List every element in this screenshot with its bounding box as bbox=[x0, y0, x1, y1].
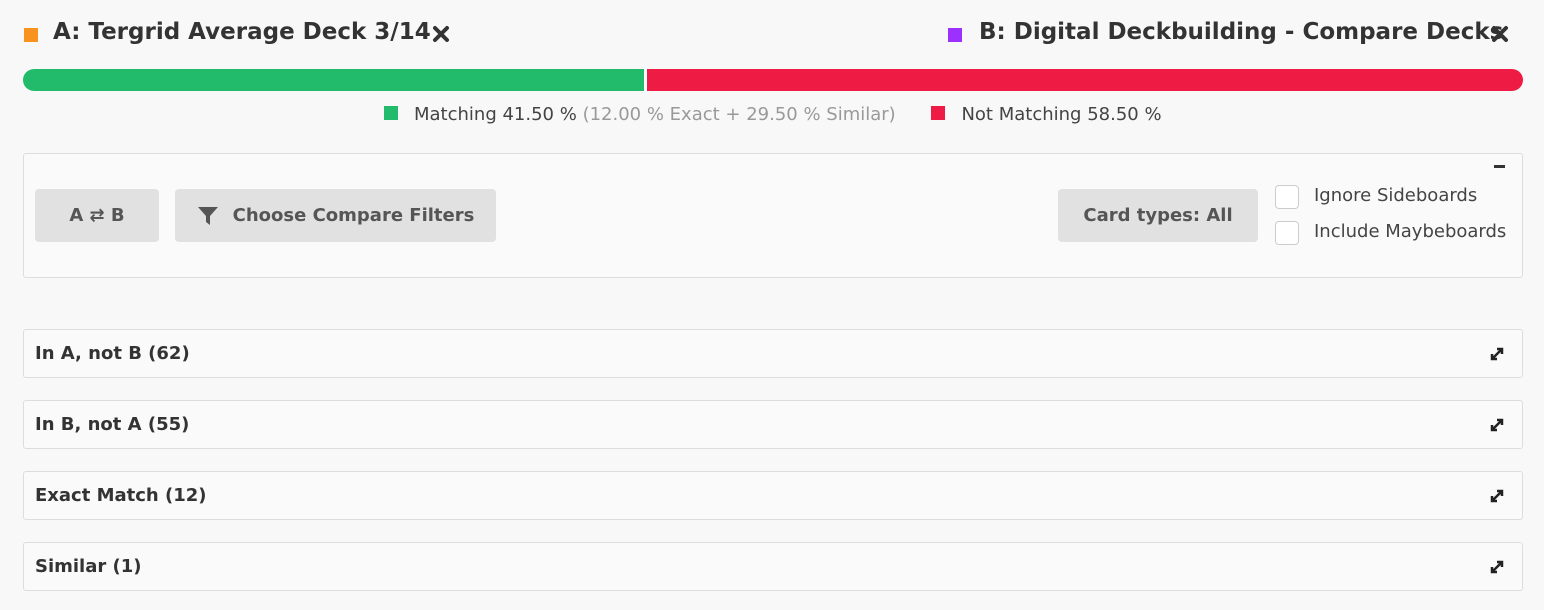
deck-a-swatch bbox=[24, 28, 38, 42]
segment-divider bbox=[644, 69, 647, 91]
expand-icon[interactable] bbox=[1490, 347, 1504, 361]
expand-icon[interactable] bbox=[1490, 489, 1504, 503]
checkbox[interactable] bbox=[1275, 221, 1299, 245]
section-title: In A, not B (62) bbox=[35, 343, 190, 364]
swap-button[interactable]: A ⇄ B bbox=[35, 189, 159, 242]
section-header[interactable]: In A, not B (62) bbox=[23, 329, 1523, 378]
expand-icon[interactable] bbox=[1490, 560, 1504, 574]
filter-button-label: Choose Compare Filters bbox=[232, 205, 475, 226]
section-header[interactable]: Similar (1) bbox=[23, 542, 1523, 591]
card-types-button[interactable]: Card types: All bbox=[1058, 189, 1258, 242]
section-title: Similar (1) bbox=[35, 556, 142, 577]
matching-swatch bbox=[384, 106, 398, 120]
match-legend: Matching 41.50 % (12.00 % Exact + 29.50 … bbox=[384, 104, 1162, 125]
matching-detail: (12.00 % Exact + 29.50 % Similar) bbox=[582, 104, 896, 125]
not-matching-swatch bbox=[931, 106, 946, 120]
funnel-icon bbox=[197, 206, 218, 225]
checkbox-label[interactable]: Ignore Sideboards bbox=[1314, 185, 1478, 206]
section-title: In B, not A (55) bbox=[35, 414, 190, 435]
not-matching-label: Not Matching 58.50 % bbox=[961, 104, 1162, 125]
collapse-icon[interactable] bbox=[1494, 165, 1505, 168]
section-header[interactable]: In B, not A (55) bbox=[23, 400, 1523, 449]
remove-deck-a[interactable] bbox=[432, 25, 450, 43]
section-title: Exact Match (12) bbox=[35, 485, 207, 506]
deck-b-swatch bbox=[948, 28, 962, 42]
matching-segment bbox=[23, 69, 646, 91]
deck-a-title: A: Tergrid Average Deck 3/14 bbox=[53, 19, 431, 45]
expand-icon[interactable] bbox=[1490, 418, 1504, 432]
section-header[interactable]: Exact Match (12) bbox=[23, 471, 1523, 520]
match-bar bbox=[23, 69, 1523, 91]
filter-button[interactable]: Choose Compare Filters bbox=[175, 189, 496, 242]
checkbox-label[interactable]: Include Maybeboards bbox=[1314, 221, 1507, 242]
checkbox[interactable] bbox=[1275, 185, 1299, 209]
remove-deck-b[interactable] bbox=[1491, 25, 1509, 43]
not-matching-segment bbox=[645, 69, 1523, 91]
deck-b-title: B: Digital Deckbuilding - Compare Decks bbox=[979, 19, 1504, 45]
matching-label: Matching 41.50 % bbox=[414, 104, 577, 125]
